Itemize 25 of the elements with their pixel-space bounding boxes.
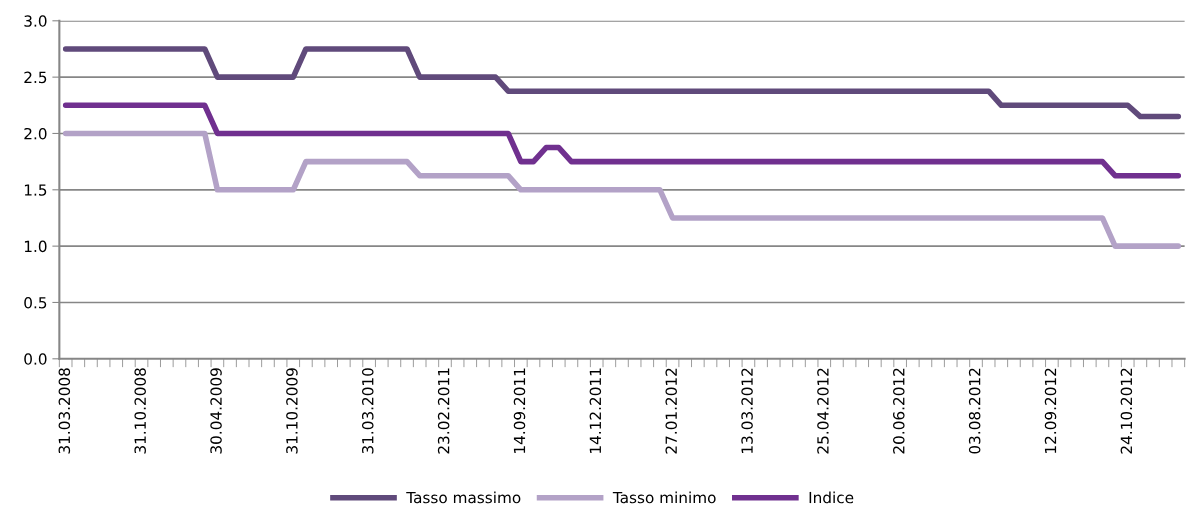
x-tick-label: 30.04.2009 [210, 368, 222, 454]
x-tick-label: 31.03.2008 [58, 368, 71, 454]
legend-label: Tasso massimo [406, 491, 521, 504]
x-tick-label: 24.10.2012 [1120, 368, 1133, 454]
y-tick-label: 1.0 [24, 240, 47, 253]
x-tick-label: 23.02.2011 [437, 368, 450, 454]
x-tick-label: 31.10.2008 [134, 368, 146, 454]
y-tick-label: 2.5 [24, 71, 47, 84]
x-tick-label: 31.03.2010 [361, 368, 374, 454]
x-tick-label: 14.12.2011 [589, 368, 602, 453]
x-tick-label: 25.04.2012 [817, 368, 829, 454]
y-tick-label: 0.5 [24, 296, 47, 309]
x-tick-label: 31.10.2009 [286, 368, 298, 454]
y-tick-label: 3.0 [24, 15, 47, 27]
x-tick-label: 20.06.2012 [893, 368, 905, 454]
x-tick-label: 14.09.2011 [513, 368, 526, 453]
x-tick-label: 12.09.2012 [1044, 368, 1057, 453]
legend-label: Tasso minimo [612, 491, 716, 504]
y-tick-label: 0.0 [24, 353, 47, 365]
x-tick-label: 03.08.2012 [968, 368, 981, 454]
x-tick-label: 13.03.2012 [741, 368, 753, 453]
y-tick-label: 2.0 [24, 127, 47, 140]
x-tick-label: 27.01.2012 [665, 368, 677, 454]
legend-label: Indice [809, 491, 854, 504]
y-tick-label: 1.5 [24, 184, 47, 196]
